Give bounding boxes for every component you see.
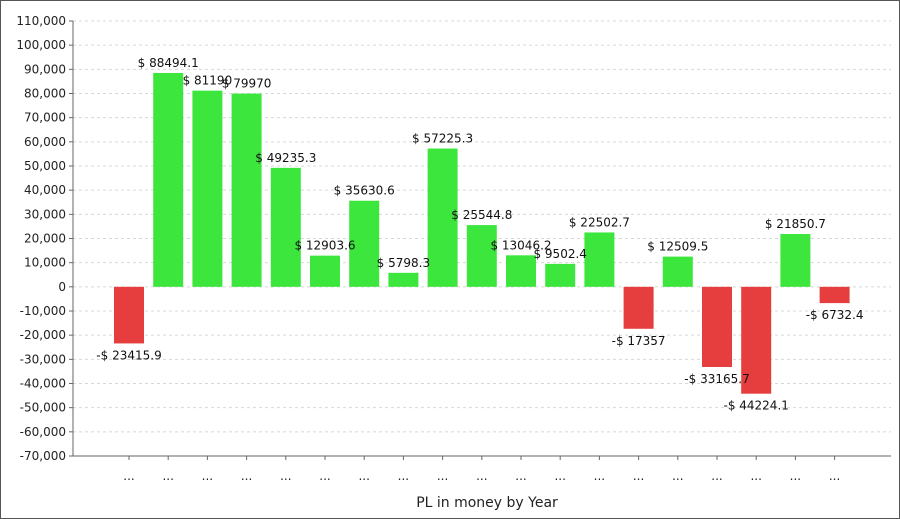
bar-value-label: $ 21850.7 (765, 217, 826, 231)
y-tick-label: 30,000 (24, 207, 66, 221)
bars (114, 72, 850, 394)
x-tick-label: ... (241, 469, 252, 483)
y-tick-label: -40,000 (20, 377, 66, 391)
bar[interactable] (662, 256, 693, 287)
bar-value-label: -$ 17357 (612, 334, 666, 348)
bar-value-label: $ 12509.5 (647, 240, 708, 254)
y-tick-label: -30,000 (20, 352, 66, 366)
x-tick-label: ... (554, 469, 565, 483)
y-tick-label: 70,000 (24, 111, 66, 125)
x-axis-ticks: ........................................… (123, 456, 840, 483)
bar-value-label: -$ 33165.7 (684, 372, 749, 386)
bar-value-label: $ 9502.4 (533, 247, 586, 261)
x-tick-label: ... (515, 469, 526, 483)
y-tick-label: -60,000 (20, 425, 66, 439)
bar[interactable] (819, 286, 850, 304)
x-tick-label: ... (594, 469, 605, 483)
x-tick-label: ... (633, 469, 644, 483)
y-tick-label: 80,000 (24, 87, 66, 101)
bar[interactable] (584, 232, 615, 287)
x-tick-label: ... (123, 469, 134, 483)
bar-value-label: $ 88494.1 (138, 56, 199, 70)
x-tick-label: ... (750, 469, 761, 483)
bar[interactable] (623, 286, 654, 329)
bar-value-label: -$ 6732.4 (806, 308, 864, 322)
x-tick-label: ... (476, 469, 487, 483)
y-tick-label: 50,000 (24, 159, 66, 173)
bar[interactable] (780, 234, 811, 287)
x-tick-label: ... (829, 469, 840, 483)
data-labels: -$ 23415.9 $ 88494.1 $ 81190$ 79970 $ 49235… (96, 56, 863, 413)
bar-value-label: $ 5798.3 (377, 256, 430, 270)
y-tick-label: 90,000 (24, 62, 66, 76)
x-tick-label: ... (358, 469, 369, 483)
y-tick-label: 0 (58, 280, 66, 294)
bar-value-label: $ 22502.7 (569, 215, 630, 229)
y-tick-label: 10,000 (24, 256, 66, 270)
y-tick-label: -50,000 (20, 401, 66, 415)
bar-value-label: -$ 23415.9 (96, 348, 161, 362)
bar[interactable] (192, 90, 223, 287)
bar-value-label: $ 25544.8 (451, 208, 512, 222)
y-tick-label: 60,000 (24, 135, 66, 149)
bar[interactable] (114, 286, 144, 344)
y-tick-label: 100,000 (16, 38, 66, 52)
y-tick-label: 40,000 (24, 183, 66, 197)
bar[interactable] (270, 167, 301, 287)
bar-value-label: $ 13046.2 (490, 238, 551, 252)
x-tick-label: ... (437, 469, 448, 483)
x-tick-label: ... (790, 469, 801, 483)
y-axis-ticks: -70,000 -60,000 -50,000 -40,000 -30,000 -20,0… (16, 14, 73, 463)
x-tick-label: ... (202, 469, 213, 483)
bar[interactable] (466, 225, 497, 287)
y-tick-label: -10,000 (20, 304, 66, 318)
bar[interactable] (231, 93, 262, 287)
y-tick-label: -70,000 (20, 449, 66, 463)
bar[interactable] (741, 286, 772, 394)
x-axis-title: PL in money by Year (416, 495, 558, 511)
bar[interactable] (545, 263, 576, 287)
bar[interactable] (427, 148, 458, 287)
bar[interactable] (506, 255, 536, 287)
bar[interactable] (349, 200, 380, 287)
x-tick-label: ... (711, 469, 722, 483)
bar-value-label: $ 49235.3 (255, 151, 316, 165)
bar[interactable] (702, 286, 732, 367)
x-tick-label: ... (280, 469, 291, 483)
bar-value-label: $ 79970 (222, 77, 272, 91)
x-tick-label: ... (319, 469, 330, 483)
x-tick-label: ... (162, 469, 173, 483)
x-tick-label: ... (672, 469, 683, 483)
bar[interactable] (310, 255, 340, 287)
y-tick-label: -20,000 (20, 328, 66, 342)
bar[interactable] (388, 272, 419, 287)
bar-value-label: -$ 44224.1 (723, 399, 788, 413)
bar-value-label: $ 12903.6 (294, 239, 355, 253)
y-tick-label: 20,000 (24, 232, 66, 246)
x-tick-label: ... (398, 469, 409, 483)
bar[interactable] (153, 72, 184, 287)
y-tick-label: 110,000 (16, 14, 66, 28)
bar-value-label: $ 35630.6 (334, 184, 395, 198)
bar-value-label: $ 81190 (183, 74, 233, 88)
bar-value-label: $ 57225.3 (412, 132, 473, 146)
